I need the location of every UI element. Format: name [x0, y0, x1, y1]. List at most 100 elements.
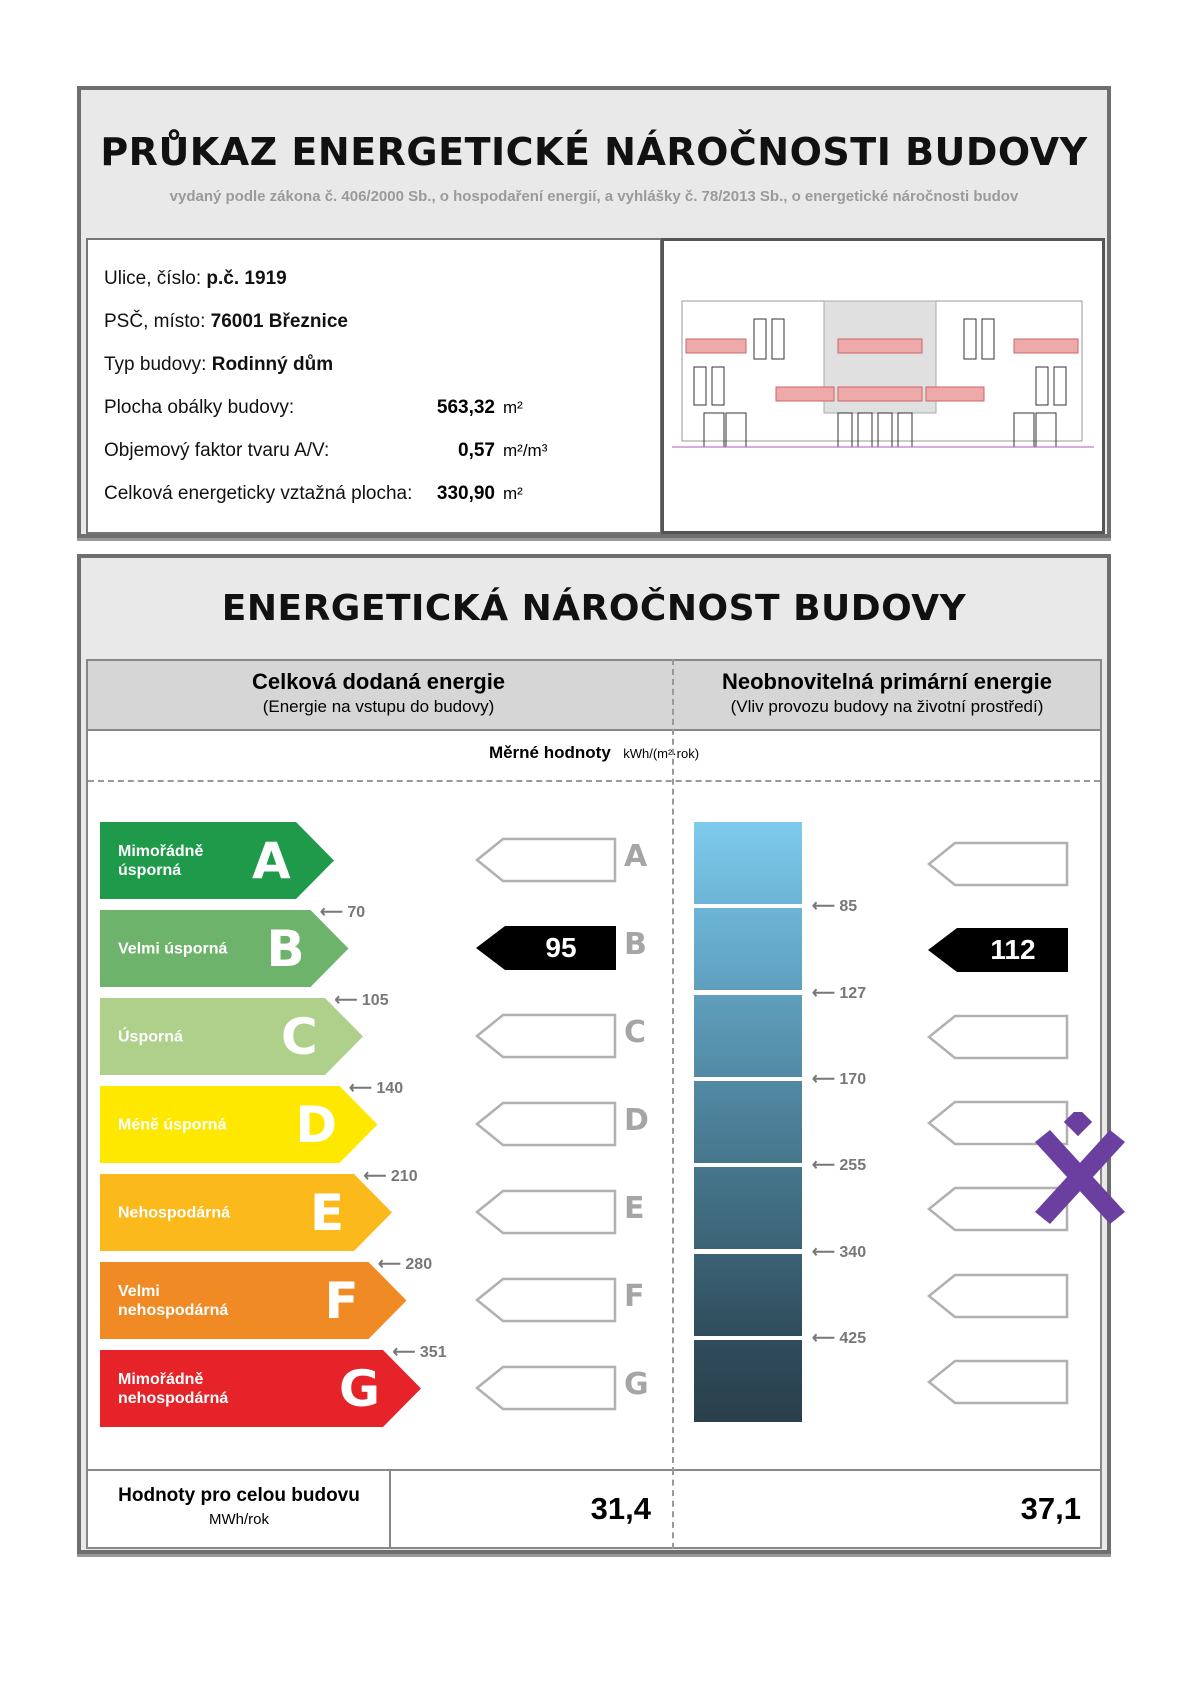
primary-scale-segment: [694, 822, 802, 904]
empty-indicator: [927, 1273, 1069, 1319]
dashed-divider-h: [88, 780, 1100, 782]
right-threshold: ⟵ 170: [812, 1069, 866, 1089]
scale-letter: D: [624, 1103, 649, 1138]
footer-left-value: 31,4: [590, 1491, 651, 1526]
right-threshold: ⟵ 85: [812, 896, 857, 916]
empty-indicator: [475, 1277, 617, 1323]
empty-indicator: [475, 1101, 617, 1147]
right-head: Neobnovitelná primární energie: [721, 669, 1053, 694]
footer-divider-center: [672, 1469, 674, 1549]
area-label: Celková energeticky vztažná plocha:: [104, 483, 413, 504]
threshold-value: 425: [839, 1329, 867, 1347]
city-row: PSČ, místo: 76001 Březnice: [104, 311, 348, 333]
arrow-left-icon: ⟵: [334, 992, 362, 1009]
area-value: 330,90: [436, 483, 495, 504]
class-label: Velmi nehospodárná: [118, 1282, 229, 1319]
city-value: 76001 Březnice: [210, 311, 348, 332]
left-threshold: ⟵ 210: [364, 1166, 418, 1186]
arrow-left-icon: ⟵: [812, 1243, 840, 1261]
empty-indicator: [475, 1013, 617, 1059]
class-letter: B: [266, 919, 305, 978]
left-column-header: Celková dodaná energie (Energie na vstup…: [86, 669, 671, 717]
class-label: Mimořádně nehospodárná: [118, 1370, 229, 1407]
class-bar-g: Mimořádně nehospodárná G: [100, 1350, 421, 1427]
class-bar-a: Mimořádně úsporná A: [100, 822, 334, 899]
city-label: PSČ, místo:: [104, 311, 206, 332]
arrow-left-icon: ⟵: [812, 898, 840, 916]
rating-indicator: 112: [927, 927, 1069, 973]
rating-value: 112: [990, 934, 1036, 966]
primary-scale-segment: [694, 1167, 802, 1250]
area-unit: m²: [503, 484, 523, 503]
section-title: ENERGETICKÁ NÁROČNOST BUDOVY: [221, 588, 967, 629]
scale-letter: A: [624, 839, 648, 874]
building-info-panel: Ulice, číslo: p.č. 1919 PSČ, místo: 7600…: [86, 238, 662, 534]
type-label: Typ budovy:: [104, 354, 207, 375]
envelope-unit: m²: [503, 398, 523, 417]
class-bar-d: Méně úsporná D: [100, 1086, 378, 1163]
street-label: Ulice, číslo:: [104, 268, 202, 289]
left-head: Celková dodaná energie: [251, 669, 506, 694]
threshold-value: 85: [839, 898, 858, 916]
primary-scale-segment: [694, 1253, 802, 1336]
arrow-left-icon: ⟵: [378, 1256, 406, 1273]
header-box: PRŮKAZ ENERGETICKÉ NÁROČNOSTI BUDOVY vyd…: [77, 86, 1111, 538]
left-threshold: ⟵ 105: [335, 990, 389, 1010]
class-letter: A: [252, 831, 291, 890]
footer-label-block: Hodnoty pro celou budovu MWh/rok: [91, 1485, 387, 1528]
specific-values-row: Měrné hodnoty kWh/(m²·rok): [86, 743, 1102, 763]
threshold-value: 255: [839, 1157, 867, 1175]
primary-scale-segment: [694, 1080, 802, 1163]
rating-value: 95: [545, 932, 577, 963]
rating-indicator: 95: [475, 925, 617, 971]
scale-letter: F: [624, 1279, 645, 1314]
scale-letter: G: [624, 1367, 649, 1402]
factor-value: 0,57: [458, 440, 495, 461]
class-label: Úsporná: [118, 1028, 183, 1045]
scale-letter: B: [624, 927, 647, 962]
factor-label: Objemový faktor tvaru A/V:: [104, 440, 330, 461]
class-letter: E: [310, 1183, 345, 1242]
threshold-value: 210: [390, 1168, 418, 1185]
footer-row: [86, 1469, 1102, 1549]
right-threshold: ⟵ 340: [812, 1242, 866, 1262]
page-subtitle: vydaný podle zákona č. 406/2000 Sb., o h…: [169, 188, 1019, 205]
arrow-left-icon: ⟵: [392, 1344, 420, 1361]
footer-label: Hodnoty pro celou budovu: [118, 1485, 360, 1506]
threshold-value: 140: [376, 1080, 404, 1097]
logo-x-icon: [1035, 1112, 1125, 1224]
arrow-left-icon: ⟵: [320, 904, 348, 921]
class-label: Mimořádně úsporná: [118, 842, 204, 879]
scale-letter: E: [624, 1191, 645, 1226]
arrow-left-icon: ⟵: [812, 1157, 840, 1175]
class-label: Velmi úsporná: [118, 940, 228, 957]
type-value: Rodinný dům: [211, 354, 334, 375]
empty-indicator: [475, 1365, 617, 1411]
envelope-label: Plocha obálky budovy:: [104, 397, 295, 418]
right-threshold: ⟵ 127: [812, 983, 866, 1003]
right-column-header: Neobnovitelná primární energie (Vliv pro…: [672, 669, 1102, 717]
arrow-left-icon: ⟵: [349, 1080, 377, 1097]
footer-right-value: 37,1: [1020, 1491, 1081, 1526]
threshold-value: 280: [405, 1256, 433, 1273]
right-threshold: ⟵ 255: [812, 1155, 866, 1175]
left-threshold: ⟵ 351: [393, 1342, 447, 1362]
empty-indicator: [927, 1359, 1069, 1405]
footer-divider: [389, 1469, 391, 1549]
dashed-divider-v: [672, 659, 674, 1473]
empty-indicator: [927, 1014, 1069, 1060]
arrow-left-icon: ⟵: [812, 984, 840, 1002]
class-letter: F: [324, 1271, 359, 1330]
class-label: Nehospodárná: [118, 1204, 231, 1221]
empty-indicator: [927, 1186, 1069, 1232]
class-bar-b: Velmi úsporná B: [100, 910, 349, 987]
empty-indicator: [475, 837, 617, 883]
class-bar-c: Úsporná C: [100, 998, 363, 1075]
empty-indicator: [475, 1189, 617, 1235]
footer-unit: MWh/rok: [209, 1511, 269, 1528]
left-threshold: ⟵ 70: [320, 902, 365, 922]
threshold-value: 351: [419, 1344, 447, 1361]
specific-label: Měrné hodnoty: [488, 743, 611, 762]
class-letter: G: [339, 1359, 381, 1418]
primary-scale-segment: [694, 908, 802, 991]
